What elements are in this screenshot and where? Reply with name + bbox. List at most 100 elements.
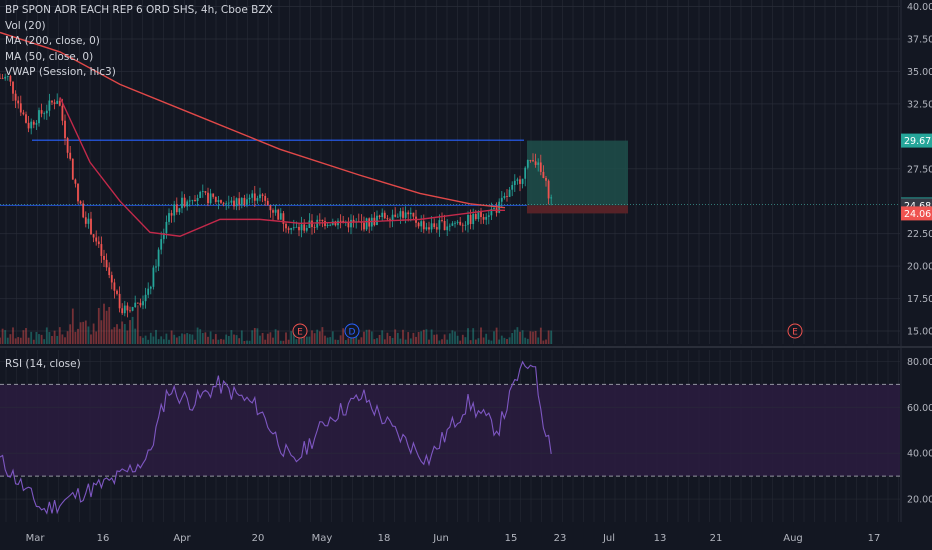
candle-body xyxy=(295,226,298,228)
volume-bar xyxy=(123,324,126,344)
candle-body xyxy=(66,138,69,153)
volume-bar xyxy=(459,340,462,344)
candle-body xyxy=(253,193,256,201)
candle-body xyxy=(329,224,332,226)
volume-bar xyxy=(207,336,209,344)
volume-bar xyxy=(508,337,511,344)
candle-body xyxy=(422,221,425,230)
candle-body xyxy=(214,196,217,202)
price-badge-bg xyxy=(901,133,932,148)
candle-body xyxy=(412,212,415,217)
volume-bar xyxy=(394,329,397,344)
candle-body xyxy=(0,77,1,79)
price-tick-label: 35.00 xyxy=(907,67,932,78)
volume-bar xyxy=(14,338,17,344)
time-tick-label: 21 xyxy=(710,533,723,544)
candle-body xyxy=(313,226,316,228)
candle-body xyxy=(84,217,87,224)
candle-body xyxy=(383,212,386,219)
volume-bar xyxy=(422,329,425,344)
volume-bar xyxy=(350,336,352,344)
candle-body xyxy=(490,209,493,216)
candle-body xyxy=(51,100,53,103)
candle-body xyxy=(4,76,7,79)
candle-body xyxy=(121,308,124,314)
candle-body xyxy=(152,267,155,287)
candle-body xyxy=(246,199,248,205)
rsi-tick-label: 20.00 xyxy=(907,495,932,506)
candle-body xyxy=(529,160,532,161)
volume-bar xyxy=(526,338,529,344)
volume-bar xyxy=(274,329,277,344)
candle-body xyxy=(92,234,95,238)
candle-body xyxy=(186,201,189,207)
volume-bar xyxy=(168,339,170,344)
candle-body xyxy=(368,218,371,227)
volume-bar xyxy=(487,339,490,344)
candle-body xyxy=(25,114,27,123)
candle-body xyxy=(477,211,480,220)
volume-bar xyxy=(48,332,51,344)
volume-bar xyxy=(196,327,199,344)
candle-body xyxy=(389,219,391,221)
candle-body xyxy=(511,185,514,190)
rsi-band xyxy=(0,384,900,477)
volume-bar xyxy=(446,339,449,344)
candle-body xyxy=(485,216,488,220)
time-tick-label: Mar xyxy=(26,533,46,544)
volume-bar xyxy=(116,324,118,344)
candle-body xyxy=(305,228,308,231)
volume-bar xyxy=(519,331,521,344)
candle-body xyxy=(129,310,131,312)
candle-body xyxy=(480,211,482,218)
candle-body xyxy=(399,211,402,217)
volume-bar xyxy=(160,336,163,344)
volume-bar xyxy=(433,334,436,344)
price-badge-bg xyxy=(901,206,932,221)
volume-bar xyxy=(100,320,103,344)
candle-body xyxy=(519,179,521,184)
candle-body xyxy=(238,198,241,205)
candle-body xyxy=(194,199,196,201)
volume-bar xyxy=(347,338,350,344)
candle-body xyxy=(220,200,222,203)
volume-bar xyxy=(204,332,207,344)
volume-bar xyxy=(331,331,334,344)
volume-bar xyxy=(482,337,485,344)
candle-body xyxy=(97,241,100,245)
candle-body xyxy=(165,221,168,234)
candle-body xyxy=(168,213,170,222)
time-tick-label: May xyxy=(312,533,333,544)
candle-body xyxy=(342,220,345,223)
time-tick-label: Apr xyxy=(173,533,191,544)
volume-bar xyxy=(144,335,147,344)
volume-bar xyxy=(209,331,212,344)
volume-bar xyxy=(448,333,451,344)
candle-body xyxy=(14,93,17,101)
volume-bar xyxy=(337,339,339,344)
volume-bar xyxy=(217,339,220,344)
candle-body xyxy=(38,110,40,124)
candle-body xyxy=(290,228,293,230)
candle-body xyxy=(9,76,12,82)
volume-bar xyxy=(399,338,402,344)
candle-body xyxy=(74,179,77,184)
volume-bar xyxy=(472,328,475,344)
price-tick-label: 20.00 xyxy=(907,262,932,273)
candle-body xyxy=(240,197,243,205)
candle-body xyxy=(56,100,59,104)
candle-body xyxy=(209,193,212,204)
candle-body xyxy=(545,177,547,181)
candle-body xyxy=(105,259,108,268)
time-tick-label: 13 xyxy=(654,533,667,544)
volume-bar xyxy=(191,334,194,344)
candle-body xyxy=(248,197,251,200)
candle-body xyxy=(524,167,527,179)
candle-body xyxy=(292,227,295,229)
volume-bar xyxy=(287,339,290,344)
candles xyxy=(0,73,553,318)
candle-body xyxy=(22,112,25,115)
price-tick-label: 40.00 xyxy=(907,2,932,13)
candle-body xyxy=(378,215,381,218)
